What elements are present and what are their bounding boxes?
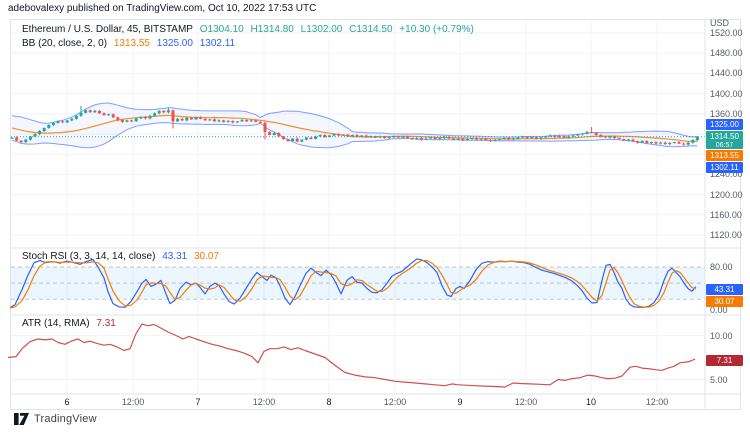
bb-upper-badge: 1325.00 [706, 119, 743, 130]
bb-title: BB (20, close, 2, 0) [22, 38, 108, 49]
bb-basis-value: 1313.55 [113, 38, 150, 49]
time-tick-6: 6 [64, 397, 70, 407]
stoch-k-value: 43.31 [162, 251, 188, 262]
stoch-rsi-title: Stoch RSI (3, 3, 14, 14, close) [22, 251, 156, 262]
last-price-value: 1314.50 [710, 132, 739, 141]
atr-badge: 7.31 [706, 355, 743, 366]
published-caption: adebovalexy published on TradingView.com… [8, 3, 317, 14]
stoch-tick: 80.00 [710, 262, 733, 272]
price-axis-unit: USD [710, 18, 730, 28]
time-tick-12:00: 12:00 [514, 397, 538, 407]
ohlc-high: H1314.80 [250, 24, 294, 35]
tradingview-logo-icon [14, 413, 29, 425]
atr-tick: 5.00 [710, 374, 728, 385]
price-tick: 1120.00 [710, 230, 742, 240]
ohlc-close: C1314.50 [349, 24, 393, 35]
bb-basis-badge: 1313.55 [706, 150, 743, 161]
ohlc-low: L1302.00 [300, 24, 343, 35]
bb-upper-value: 1325.00 [156, 38, 193, 49]
ohlc-open: O1304.10 [199, 24, 244, 35]
price-tick: 1520.00 [710, 28, 743, 38]
atr-tick: 10.00 [710, 330, 733, 341]
price-change: +10.30 (+0.79%) [399, 24, 474, 35]
brand-label: TradingView [34, 413, 97, 425]
stoch-tick: 0.00 [710, 305, 728, 315]
atr-legend[interactable]: ATR (14, RMA) 7.31 [22, 318, 120, 329]
atr-value: 7.31 [96, 318, 116, 329]
time-tick-12:00: 12:00 [121, 397, 145, 407]
stoch-k-badge: 43.31 [706, 284, 743, 295]
time-tick-12:00: 12:00 [383, 397, 407, 407]
price-tick: 1240.00 [710, 169, 743, 180]
stoch-rsi-legend[interactable]: Stoch RSI (3, 3, 14, 14, close) 43.31 30… [22, 251, 223, 262]
time-tick-12:00: 12:00 [252, 397, 276, 407]
symbol-legend[interactable]: Ethereum / U.S. Dollar, 45, BITSTAMP O13… [22, 24, 478, 35]
time-tick-12:00: 12:00 [645, 397, 669, 407]
price-tick: 1200.00 [710, 189, 743, 200]
bb-legend[interactable]: BB (20, close, 2, 0) 1313.55 1325.00 130… [22, 38, 239, 49]
price-tick: 1440.00 [710, 68, 743, 79]
time-tick-8: 8 [326, 397, 332, 407]
bb-lower-value: 1302.11 [199, 38, 236, 49]
atr-title: ATR (14, RMA) [22, 318, 90, 329]
tradingview-brand[interactable]: TradingView [14, 413, 97, 425]
bar-countdown: 06:57 [715, 142, 734, 149]
price-tick: 1160.00 [710, 209, 742, 220]
price-tick: 1360.00 [710, 108, 743, 119]
symbol-title: Ethereum / U.S. Dollar, 45, BITSTAMP [22, 24, 193, 35]
bb-lower-badge: 1302.11 [706, 162, 743, 173]
price-scale[interactable]: USD 1520.00 1480.00 1440.00 1400.00 1360.00 1… [706, 18, 750, 410]
price-tick: 1400.00 [710, 88, 743, 99]
last-price-badge: 1314.50 06:57 [706, 131, 743, 149]
stoch-d-badge: 30.07 [706, 296, 743, 307]
time-tick-10: 10 [585, 397, 596, 407]
stoch-d-value: 30.07 [194, 251, 220, 262]
time-tick-9: 9 [457, 397, 463, 407]
time-scale[interactable]: 6 12:00 7 12:00 8 12:00 9 12:00 10 12:00 [0, 394, 750, 410]
time-tick-7: 7 [195, 397, 201, 407]
price-tick: 1480.00 [710, 48, 743, 59]
